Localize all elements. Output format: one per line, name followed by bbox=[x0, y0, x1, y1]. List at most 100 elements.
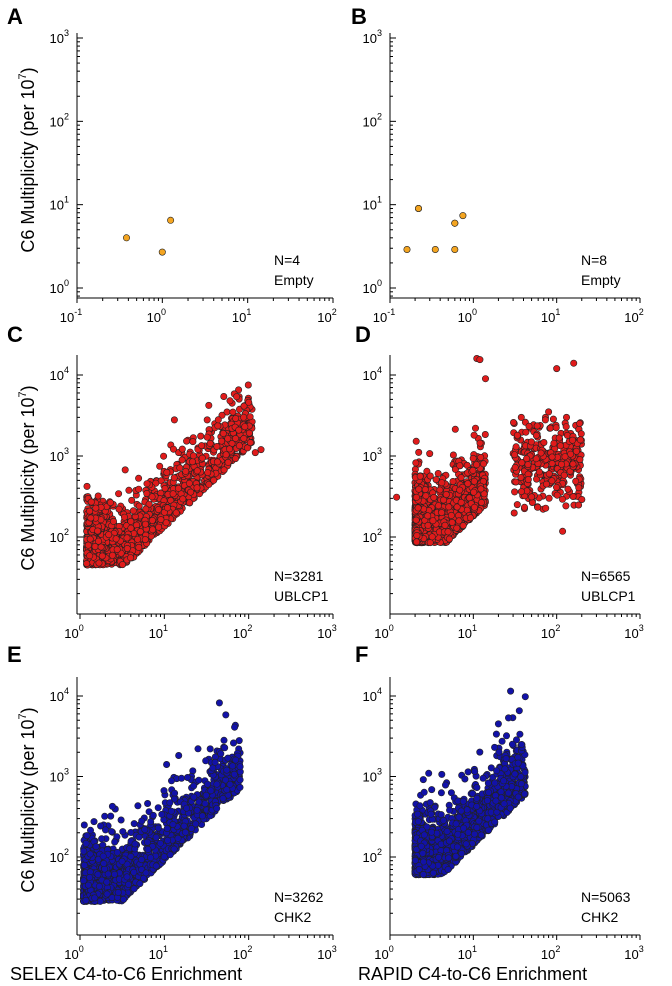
scatter-point bbox=[164, 504, 172, 512]
scatter-point bbox=[123, 234, 131, 242]
y-tick-label: 104 bbox=[50, 365, 69, 383]
panel-letter-c: C bbox=[7, 322, 23, 347]
scatter-point bbox=[568, 436, 576, 444]
scatter-point bbox=[213, 442, 221, 450]
scatter-point bbox=[534, 503, 542, 511]
scatter-point bbox=[83, 832, 91, 840]
scatter-point bbox=[527, 438, 535, 446]
scatter-point bbox=[240, 434, 248, 442]
scatter-point bbox=[424, 512, 432, 520]
scatter-point bbox=[553, 365, 561, 373]
scatter-point bbox=[572, 477, 580, 485]
scatter-point bbox=[512, 478, 520, 486]
scatter-point bbox=[198, 454, 206, 462]
annotation-count: N=8 bbox=[581, 252, 607, 268]
y-axis-label-bottom: C6 Multiplicity (per 107) bbox=[17, 707, 38, 892]
y-tick-label: 104 bbox=[363, 365, 382, 383]
scatter-point bbox=[108, 802, 116, 810]
x-tick-label: 102 bbox=[541, 623, 560, 641]
scatter-point bbox=[163, 760, 171, 768]
scatter-point bbox=[115, 505, 123, 513]
scatter-point bbox=[171, 789, 179, 797]
scatter-point bbox=[403, 246, 411, 254]
scatter-point bbox=[235, 426, 243, 434]
scatter-point bbox=[148, 493, 156, 501]
scatter-point bbox=[203, 416, 211, 424]
scatter-point bbox=[161, 484, 169, 492]
scatter-point bbox=[518, 459, 526, 467]
annotation-target: Empty bbox=[581, 272, 621, 288]
scatter-point bbox=[110, 517, 118, 525]
scatter-point bbox=[156, 462, 164, 470]
scatter-point bbox=[201, 800, 209, 808]
y-axis-label-top: C6 Multiplicity (per 107) bbox=[17, 67, 38, 252]
scatter-point bbox=[541, 416, 549, 424]
scatter-point bbox=[232, 414, 240, 422]
scatter-point bbox=[220, 466, 228, 474]
scatter-point bbox=[445, 503, 453, 511]
scatter-point bbox=[431, 246, 439, 254]
scatter-point bbox=[426, 450, 434, 458]
scatter-point bbox=[438, 479, 446, 487]
scatter-point bbox=[451, 246, 459, 254]
x-axis-label-selex: SELEX C4-to-C6 Enrichment bbox=[10, 964, 242, 984]
y-tick-label: 103 bbox=[50, 446, 69, 464]
scatter-point bbox=[412, 516, 420, 524]
scatter-point bbox=[457, 474, 465, 482]
scatter-point bbox=[412, 493, 420, 501]
scatter-point bbox=[449, 451, 457, 459]
scatter-point bbox=[545, 408, 553, 416]
scatter-point bbox=[102, 826, 110, 834]
scatter-point bbox=[552, 424, 560, 432]
scatter-point bbox=[426, 539, 434, 547]
scatter-point bbox=[511, 488, 519, 496]
scatter-point bbox=[86, 535, 94, 543]
scatter-point bbox=[524, 476, 532, 484]
scatter-point bbox=[144, 799, 152, 807]
scatter-point bbox=[560, 471, 568, 479]
scatter-point bbox=[413, 538, 421, 546]
scatter-point bbox=[576, 419, 584, 427]
scatter-point bbox=[205, 401, 213, 409]
scatter-point bbox=[434, 502, 442, 510]
y-tick-label: 104 bbox=[50, 686, 69, 704]
scatter-point bbox=[246, 439, 254, 447]
scatter-point bbox=[456, 486, 464, 494]
scatter-point bbox=[119, 561, 127, 569]
scatter-point bbox=[553, 491, 561, 499]
scatter-point bbox=[447, 511, 455, 519]
scatter-point bbox=[428, 533, 436, 541]
scatter-point bbox=[155, 523, 163, 531]
scatter-point bbox=[542, 480, 550, 488]
scatter-point bbox=[101, 812, 109, 820]
scatter-point bbox=[469, 466, 477, 474]
scatter-point bbox=[464, 480, 472, 488]
scatter-point bbox=[532, 431, 540, 439]
scatter-point bbox=[205, 480, 213, 488]
scatter-point bbox=[217, 750, 225, 758]
scatter-point bbox=[513, 431, 521, 439]
scatter-point bbox=[453, 524, 461, 532]
scatter-point bbox=[187, 488, 195, 496]
annotation-target: UBLCP1 bbox=[581, 588, 636, 604]
scatter-point bbox=[528, 493, 536, 501]
scatter-point bbox=[214, 422, 222, 430]
scatter-point bbox=[160, 452, 168, 460]
y-tick-label: 103 bbox=[363, 28, 382, 46]
scatter-point bbox=[533, 422, 541, 430]
scatter-point bbox=[97, 543, 105, 551]
scatter-point bbox=[559, 527, 567, 535]
x-tick-label: 100 bbox=[64, 944, 83, 962]
scatter-point bbox=[105, 531, 113, 539]
scatter-point bbox=[84, 541, 92, 549]
scatter-point bbox=[545, 494, 553, 502]
scatter-points bbox=[80, 699, 244, 905]
scatter-point bbox=[548, 453, 556, 461]
scatter-point bbox=[142, 520, 150, 528]
scatter-point bbox=[135, 485, 143, 493]
